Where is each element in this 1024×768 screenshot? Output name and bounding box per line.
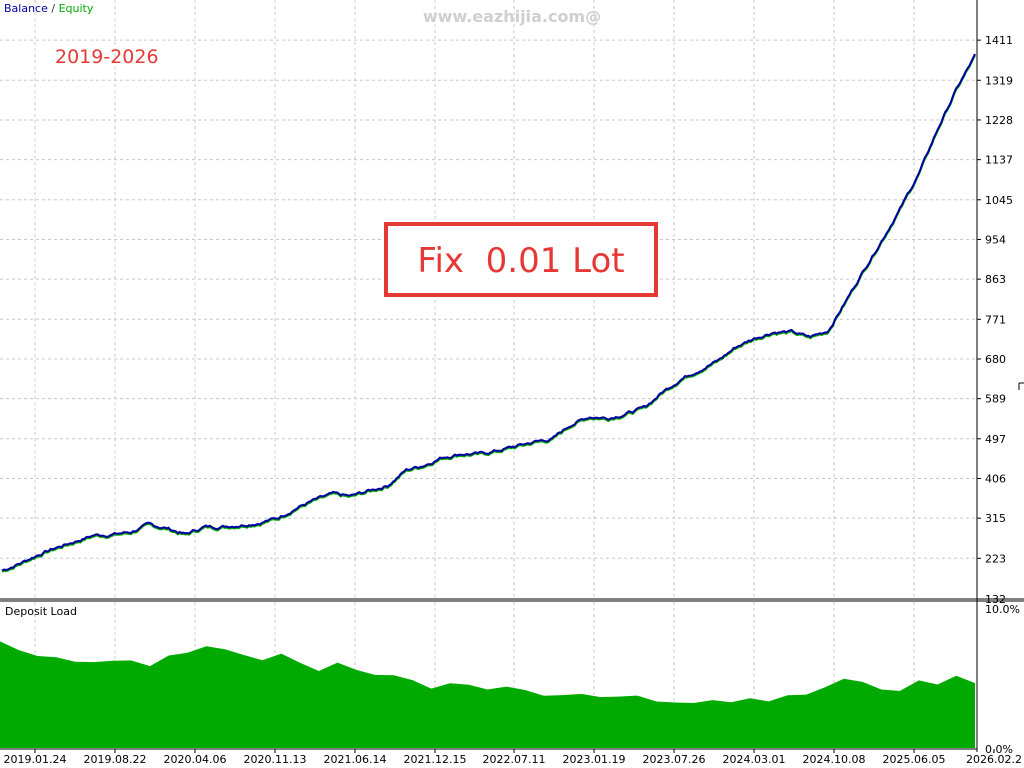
y-tick-label: 1228 (985, 114, 1013, 127)
deposit-load-area-layer (0, 641, 975, 748)
y-tick-label: 1319 (985, 74, 1013, 87)
x-tick-label: 2020.11.13 (244, 753, 307, 766)
x-axis: 2019.01.24 2019.08.22 2020.04.06 2020.11.13… (4, 749, 1022, 766)
x-tick-label: 2020.04.06 (164, 753, 227, 766)
x-tick-label: 2021.06.14 (324, 753, 387, 766)
x-tick-label: 2024.03.01 (723, 753, 786, 766)
lot-annotation-box (384, 222, 658, 297)
deposit-y-tick-label: 10.0% (985, 603, 1020, 616)
y-tick-label: 954 (985, 233, 1006, 246)
watermark: www.eazhijia.com@ (423, 7, 601, 26)
lower-y-axis: 10.0% 0.0% (985, 603, 1020, 756)
y-tick-label: 223 (985, 552, 1006, 565)
y-tick-label: 1045 (985, 194, 1013, 207)
x-tick-label: 2023.07.26 (643, 753, 706, 766)
deposit-load-title: Deposit Load (5, 605, 77, 618)
deposit-load-area (0, 641, 975, 748)
x-tick-label: 2025.06.05 (883, 753, 946, 766)
legend-balance: Balance (4, 2, 48, 15)
legend: Balance / Equity (4, 2, 94, 15)
x-tick-label: 2023.01.19 (563, 753, 626, 766)
upper-grid (0, 0, 977, 598)
x-tick-label: 2022.07.11 (483, 753, 546, 766)
x-tick-label: 2026.02.2 (966, 753, 1022, 766)
y-tick-label: 680 (985, 353, 1006, 366)
y-tick-label: 1137 (985, 154, 1013, 167)
x-tick-label: 2019.01.24 (4, 753, 67, 766)
y-tick-label: 406 (985, 472, 1006, 485)
legend-separator: / (48, 2, 59, 15)
x-tick-label: 2021.12.15 (404, 753, 467, 766)
series-equity-line (1, 54, 976, 573)
y-tick-label: 589 (985, 393, 1006, 406)
lot-annotation-text: Fix 0.01 Lot (417, 241, 624, 281)
x-tick-label: 2024.10.08 (803, 753, 866, 766)
series-layer (1, 53, 976, 573)
period-annotation: 2019-2026 (55, 46, 159, 68)
deposit-y-tick-label: 0.0% (985, 743, 1013, 756)
legend-equity: Equity (59, 2, 94, 15)
y-tick-label: 132 (985, 593, 1006, 606)
y-tick-label: 1411 (985, 34, 1013, 47)
series-balance-line (1, 53, 976, 572)
y-tick-label: 497 (985, 433, 1006, 446)
x-tick-label: 2019.08.22 (84, 753, 147, 766)
y-tick-label: 315 (985, 512, 1006, 525)
y-tick-label: 863 (985, 273, 1006, 286)
panel-frames (0, 0, 1024, 752)
upper-y-axis: 223 315 406 497 589 680 771 863 954 1045 1137 1228 1… (977, 34, 1013, 606)
y-tick-label: 771 (985, 313, 1006, 326)
